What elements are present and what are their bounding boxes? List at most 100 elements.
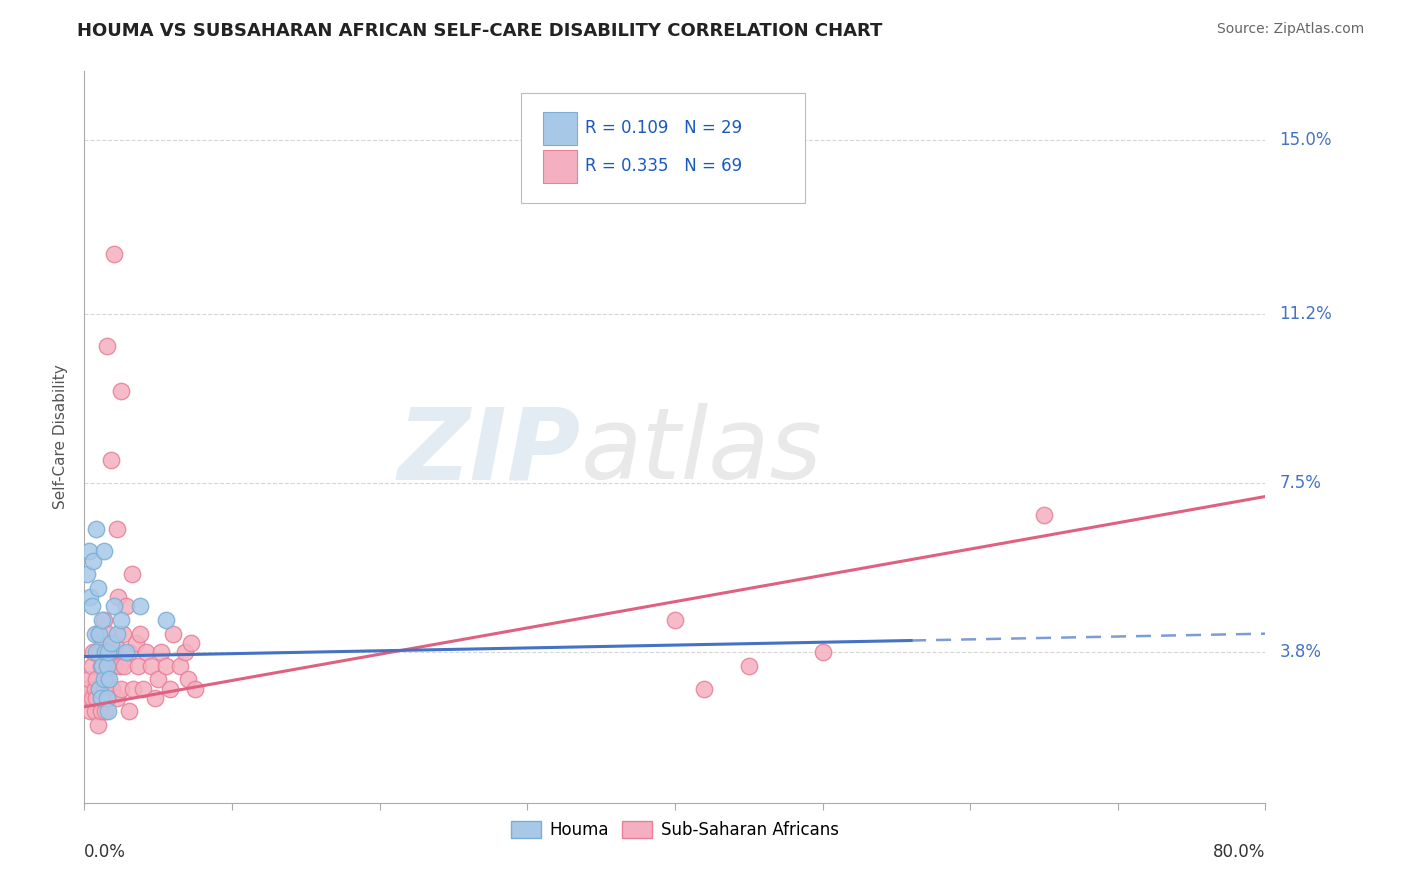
Point [150, 645, 173, 659]
Point [79, 590, 101, 604]
Point [76, 567, 98, 582]
Text: atlas: atlas [581, 403, 823, 500]
Point [84, 645, 107, 659]
Point [86, 581, 108, 595]
Point [177, 673, 200, 687]
Text: 0.0%: 0.0% [84, 843, 127, 861]
Point [169, 658, 191, 673]
Point [173, 645, 195, 659]
Point [87, 645, 111, 659]
Point [84, 673, 107, 687]
Point [118, 705, 141, 719]
Point [129, 626, 152, 640]
Point [79, 705, 101, 719]
Point [96, 658, 118, 673]
FancyBboxPatch shape [543, 151, 576, 183]
Text: ZIP: ZIP [398, 403, 581, 500]
Point [143, 690, 166, 705]
Point [87, 681, 111, 696]
Point [105, 626, 128, 640]
Point [132, 681, 155, 696]
Text: 3.8%: 3.8% [1279, 643, 1322, 661]
Point [101, 681, 124, 696]
Point [118, 645, 141, 659]
Point [80, 658, 103, 673]
Point [91, 690, 114, 705]
FancyBboxPatch shape [522, 94, 804, 203]
Text: R = 0.335   N = 69: R = 0.335 N = 69 [585, 158, 742, 176]
Point [125, 636, 148, 650]
Point [86, 718, 108, 732]
Point [104, 636, 127, 650]
Point [97, 690, 120, 705]
Point [108, 658, 131, 673]
Point [110, 384, 132, 399]
Point [83, 626, 105, 640]
Point [98, 673, 121, 687]
Point [159, 681, 181, 696]
Point [114, 599, 136, 614]
Point [100, 636, 122, 650]
Point [90, 690, 112, 705]
Point [100, 645, 122, 659]
Point [148, 673, 170, 687]
Point [111, 626, 134, 640]
Point [83, 681, 105, 696]
Point [693, 681, 716, 696]
Point [96, 673, 118, 687]
Text: Source: ZipAtlas.com: Source: ZipAtlas.com [1216, 22, 1364, 37]
Point [84, 690, 107, 705]
Point [107, 590, 129, 604]
Point [91, 613, 114, 627]
Point [97, 645, 120, 659]
Point [121, 567, 143, 582]
Legend: Houma, Sub-Saharan Africans: Houma, Sub-Saharan Africans [505, 814, 845, 846]
Point [129, 599, 152, 614]
Point [83, 705, 105, 719]
Point [139, 658, 162, 673]
Point [110, 681, 132, 696]
Point [87, 681, 111, 696]
Point [162, 626, 184, 640]
Point [94, 645, 117, 659]
Point [811, 645, 834, 659]
Point [664, 613, 686, 627]
Point [180, 636, 202, 650]
Point [80, 599, 103, 614]
Point [184, 681, 207, 696]
Text: HOUMA VS SUBSAHARAN AFRICAN SELF-CARE DISABILITY CORRELATION CHART: HOUMA VS SUBSAHARAN AFRICAN SELF-CARE DI… [77, 22, 883, 40]
Point [75, 690, 97, 705]
Point [94, 645, 117, 659]
Point [1033, 508, 1056, 522]
Point [94, 705, 117, 719]
Point [135, 645, 157, 659]
Point [738, 658, 761, 673]
Point [155, 658, 177, 673]
Point [105, 521, 128, 535]
Point [97, 705, 120, 719]
Point [77, 544, 100, 558]
Text: 11.2%: 11.2% [1279, 305, 1331, 323]
Point [84, 521, 107, 535]
Text: R = 0.109   N = 29: R = 0.109 N = 29 [585, 120, 742, 137]
Point [112, 658, 135, 673]
Point [93, 673, 115, 687]
Point [93, 613, 115, 627]
Point [87, 626, 111, 640]
Point [82, 645, 104, 659]
Point [105, 690, 128, 705]
Point [93, 681, 115, 696]
Point [103, 247, 125, 261]
Point [91, 636, 114, 650]
Point [110, 613, 132, 627]
Point [103, 658, 125, 673]
Y-axis label: Self-Care Disability: Self-Care Disability [53, 365, 69, 509]
Point [122, 681, 145, 696]
Point [80, 690, 103, 705]
Point [97, 626, 120, 640]
Point [114, 645, 136, 659]
Point [93, 544, 115, 558]
Point [86, 626, 108, 640]
Point [103, 599, 125, 614]
Point [96, 690, 118, 705]
